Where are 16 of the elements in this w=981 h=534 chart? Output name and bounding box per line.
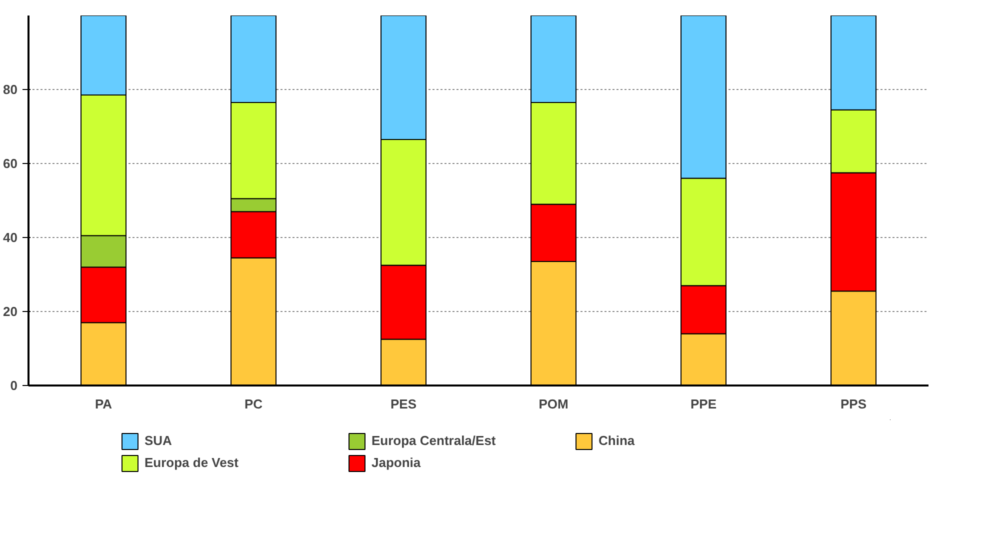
legend-label: SUA <box>144 433 173 448</box>
y-tick-label: 60 <box>3 156 18 171</box>
y-tick-label: 80 <box>3 82 18 97</box>
legend-label: Europa Centrala/Est <box>372 433 497 448</box>
legend-label: China <box>598 433 636 448</box>
x-tick-label: PPS <box>840 396 867 412</box>
y-tick-label: 0 <box>10 378 18 393</box>
y-tick-label: 20 <box>3 304 18 319</box>
y-tick-label: 40 <box>3 230 18 245</box>
x-tick-label: PA <box>94 396 113 412</box>
legend-label: Europa de Vest <box>144 455 240 470</box>
x-tick-label: PES <box>390 396 417 412</box>
x-tick-label: PPE <box>690 396 717 412</box>
x-tick-label: POM <box>538 396 568 412</box>
x-tick-label: PC <box>244 396 264 412</box>
legend-label: Japonia <box>372 455 422 470</box>
